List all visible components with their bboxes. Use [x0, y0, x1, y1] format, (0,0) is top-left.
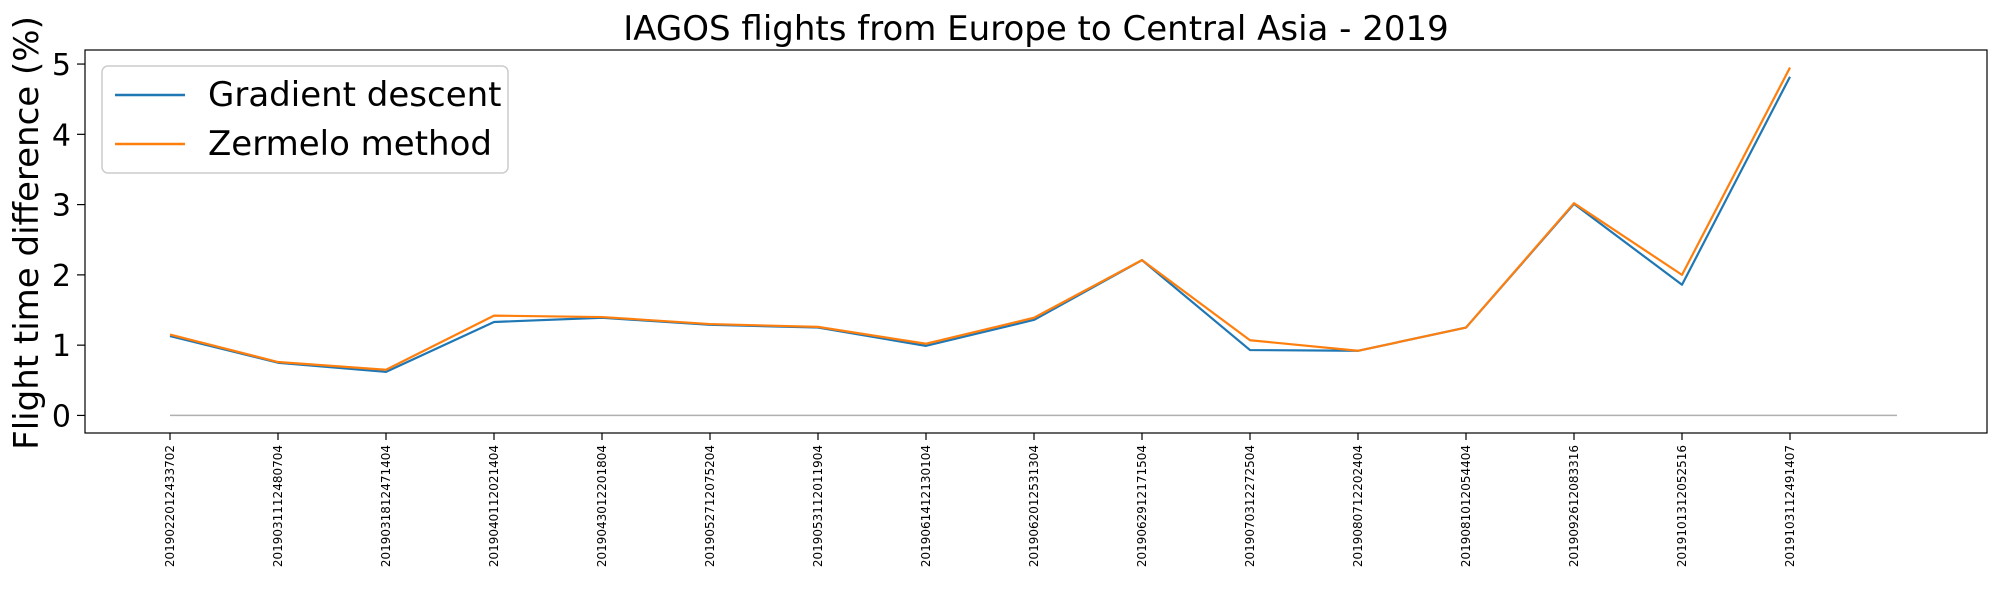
x-tick-label: 2019031812471404 [379, 445, 393, 567]
plot-area [84, 49, 1988, 434]
x-tick-label: 2019062012531304 [1027, 445, 1041, 567]
y-axis-ticks: 0 1 2 3 4 5 [52, 48, 85, 434]
series-layer [169, 67, 1791, 373]
x-tick-label: 2019092612083316 [1567, 445, 1581, 567]
x-tick-label: 2019031112480704 [271, 445, 285, 567]
y-tick-label: 4 [52, 118, 71, 153]
legend-label-gradient-descent: Gradient descent [208, 75, 502, 115]
y-tick-label: 1 [52, 329, 71, 364]
y-tick-label: 0 [52, 399, 71, 434]
legend-label-zermelo-method: Zermelo method [208, 124, 492, 164]
x-tick-label: 2019062912171504 [1135, 445, 1149, 567]
y-tick-label: 5 [52, 48, 71, 83]
x-tick-label: 2019053112011904 [811, 445, 825, 567]
legend: Gradient descent Zermelo method [101, 65, 509, 174]
series-line-zermelo-method [169, 67, 1791, 371]
y-tick-label: 2 [52, 259, 71, 294]
x-axis-ticks: 2019022012433702 2019031112480704 20190318… [163, 433, 1797, 567]
x-tick-label: 2019081012054404 [1459, 445, 1473, 567]
x-tick-label: 2019070312272504 [1243, 445, 1257, 567]
chart-title: IAGOS flights from Europe to Central Asi… [623, 9, 1449, 49]
x-tick-label: 2019052712075204 [703, 445, 717, 567]
x-tick-label: 2019040112021404 [487, 445, 501, 567]
legend-box [101, 65, 509, 174]
x-tick-label: 2019043012201804 [595, 445, 609, 567]
x-tick-label: 2019061412130104 [919, 445, 933, 567]
y-axis-label: Flight time difference (%) [7, 16, 47, 450]
x-tick-label: 2019022012433702 [163, 445, 177, 567]
x-tick-label: 2019101312052516 [1675, 445, 1689, 567]
y-tick-label: 3 [52, 189, 71, 224]
x-tick-label: 2019103112491407 [1783, 445, 1797, 567]
x-tick-label: 2019080712202404 [1351, 445, 1365, 567]
